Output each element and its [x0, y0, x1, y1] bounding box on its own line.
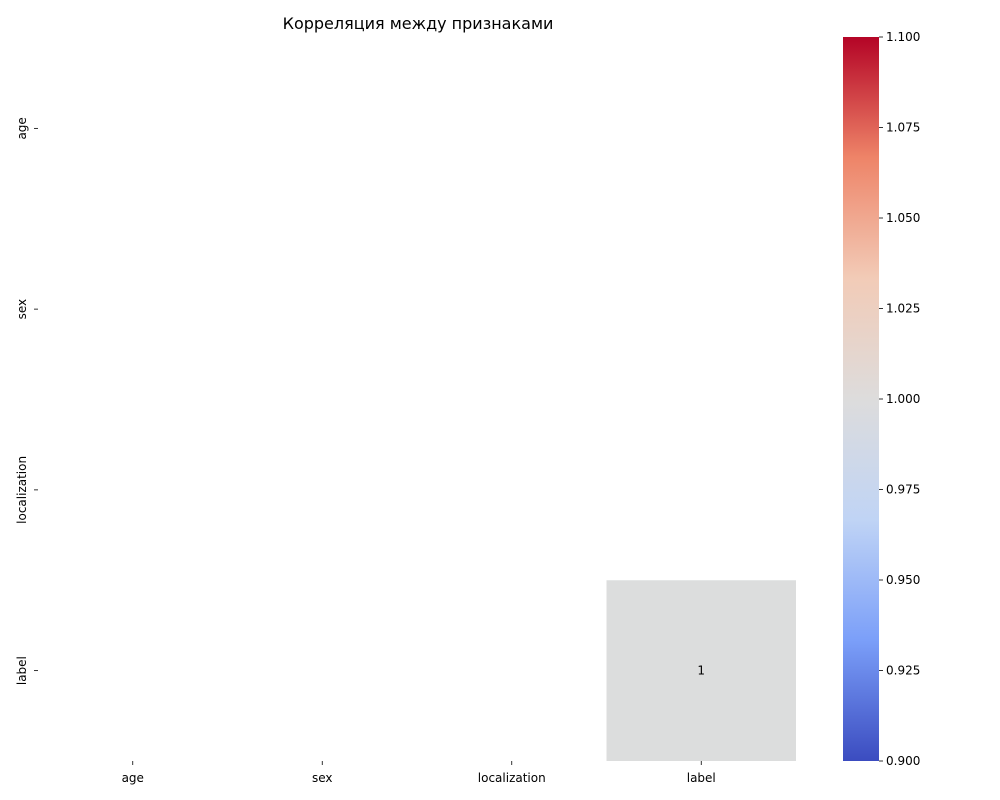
heatmap-cells: 1 [606, 580, 796, 761]
colorbar-tick-label: 1.100 [886, 30, 920, 44]
colorbar-tick-label: 0.975 [886, 483, 920, 497]
y-tick-label: sex [15, 299, 29, 320]
chart-title: Корреляция между признаками [283, 14, 554, 33]
x-tick-label: age [122, 771, 144, 785]
y-tick-label: label [15, 656, 29, 685]
colorbar-tick-label: 0.925 [886, 664, 920, 678]
heatmap-cell [606, 580, 796, 761]
x-tick-label: localization [478, 771, 546, 785]
y-tick-label: age [15, 117, 29, 139]
x-tick-label: label [687, 771, 716, 785]
y-tick-label: localization [15, 456, 29, 524]
colorbar-tick-label: 0.900 [886, 754, 920, 768]
cell-annotation: 1 [697, 664, 705, 678]
colorbar-tick-label: 1.075 [886, 121, 920, 135]
x-tick-label: sex [312, 771, 333, 785]
colorbar-gradient [843, 37, 879, 761]
colorbar-ticks: 0.900 0.925 0.950 0.975 1.000 1.025 1.050 1.075… [879, 30, 920, 768]
colorbar-tick-label: 0.950 [886, 573, 920, 587]
colorbar-tick-label: 1.050 [886, 211, 920, 225]
colorbar: 0.900 0.925 0.950 0.975 1.000 1.025 1.050 1.075… [843, 30, 920, 768]
colorbar-tick-label: 1.025 [886, 302, 920, 316]
y-axis-ticks: age sex localization label [15, 117, 38, 685]
x-axis-ticks: age sex localization label [122, 761, 716, 785]
colorbar-tick-label: 1.000 [886, 392, 920, 406]
